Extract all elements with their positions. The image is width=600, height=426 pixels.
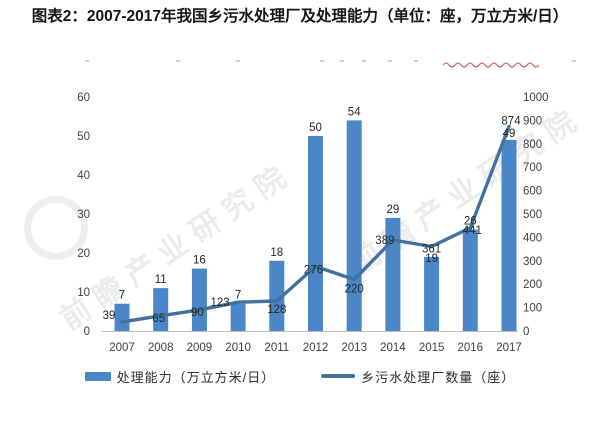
left-axis-tick-label: 30 (77, 209, 90, 221)
bar-value-label: 16 (193, 255, 206, 267)
x-axis-label: 2012 (303, 342, 329, 354)
left-axis-tick-label: 0 (84, 326, 90, 338)
artifact-dot (388, 60, 392, 62)
bar-value-label: 26 (464, 216, 477, 228)
right-axis-tick-label: 1000 (523, 92, 549, 104)
line-value-label: 874 (501, 115, 521, 127)
line-value-label: 39 (103, 310, 116, 322)
right-axis-tick-label: 700 (523, 162, 542, 174)
bar-value-label: 50 (309, 122, 322, 134)
x-axis-label: 2011 (264, 342, 289, 354)
artifact-dot (572, 60, 576, 62)
x-axis-label: 2009 (187, 342, 213, 354)
bar-value-label: 54 (348, 106, 361, 118)
artifact-dot (320, 60, 324, 62)
line-value-label: 65 (152, 313, 165, 325)
right-axis-tick-label: 600 (523, 186, 542, 198)
legend-item-plant-count: 乡污水处理厂数量（座） (321, 367, 515, 386)
line-value-label: 90 (191, 307, 204, 319)
right-axis-tick-label: 800 (523, 139, 542, 151)
x-axis-label: 2013 (341, 342, 367, 354)
left-axis-tick-label: 10 (77, 287, 90, 299)
artifact-dot (340, 60, 344, 62)
x-axis-label: 2007 (109, 342, 135, 354)
right-axis-tick-label: 200 (523, 279, 542, 291)
bar-value-label: 7 (119, 290, 125, 302)
line-value-label: 389 (375, 235, 394, 247)
bar-2012 (308, 136, 323, 331)
x-axis-label: 2015 (419, 342, 445, 354)
line-value-label: 361 (422, 244, 441, 256)
line-value-label: 276 (304, 264, 323, 276)
left-axis-tick-label: 60 (77, 92, 90, 104)
left-axis-tick-label: 50 (77, 131, 90, 143)
legend-label: 处理能力（万立方米/日） (116, 369, 276, 385)
bar-2013 (346, 120, 362, 332)
artifact-dot (176, 60, 180, 62)
bar-2017 (501, 139, 517, 331)
bar-value-label: 19 (425, 253, 438, 265)
x-axis-label: 2008 (148, 342, 174, 354)
line-value-label: 441 (463, 225, 482, 237)
legend-label: 乡污水处理厂数量（座） (361, 369, 516, 385)
x-axis-label: 2010 (225, 342, 251, 354)
right-axis-tick-label: 100 (523, 303, 542, 315)
right-axis-tick-label: 300 (523, 256, 542, 268)
left-axis-tick-label: 40 (77, 170, 90, 182)
bar-2007 (114, 303, 130, 331)
line-value-label: 220 (345, 284, 364, 296)
legend-item-capacity: 处理能力（万立方米/日） (84, 367, 276, 386)
x-axis-label: 2014 (380, 342, 406, 354)
right-axis-tick-label: 400 (523, 232, 542, 244)
compression-artifact-row (0, 57, 600, 68)
line-series (120, 124, 511, 324)
bar-2015 (424, 256, 440, 331)
artifact-dot (85, 60, 89, 62)
chart-legend: 处理能力（万立方米/日） 乡污水处理厂数量（座） (0, 364, 600, 388)
artifact-dot (362, 60, 366, 62)
bar-2008 (153, 288, 169, 331)
artifact-dot (236, 60, 240, 62)
bar-2011 (269, 260, 285, 331)
line-series-swatch-icon (321, 374, 356, 378)
red-squiggle-underline-icon (443, 62, 539, 68)
bar-series-swatch-icon (84, 371, 111, 381)
line-value-label: 128 (267, 304, 286, 316)
x-axis-label: 2017 (496, 342, 522, 354)
bar-value-label: 11 (155, 274, 167, 286)
right-axis-tick-label: 500 (523, 209, 542, 221)
bar-value-label: 49 (503, 128, 516, 140)
artifact-dot (414, 60, 418, 62)
line-value-label: 123 (211, 297, 230, 309)
bar-value-label: 18 (270, 247, 283, 259)
bar-value-label: 29 (387, 204, 400, 216)
bar-2009 (191, 268, 207, 331)
left-axis-tick-label: 20 (77, 248, 90, 260)
x-axis-label: 2016 (458, 342, 484, 354)
bar-2010 (230, 303, 246, 331)
bar-2016 (462, 229, 478, 331)
right-axis-tick-label: 0 (523, 326, 529, 338)
right-axis-tick-label: 900 (523, 115, 542, 127)
bar-value-label: 7 (235, 290, 241, 302)
chart-title: 图表2：2007-2017年我国乡污水处理厂及处理能力（单位：座，万立方米/日） (31, 8, 569, 25)
